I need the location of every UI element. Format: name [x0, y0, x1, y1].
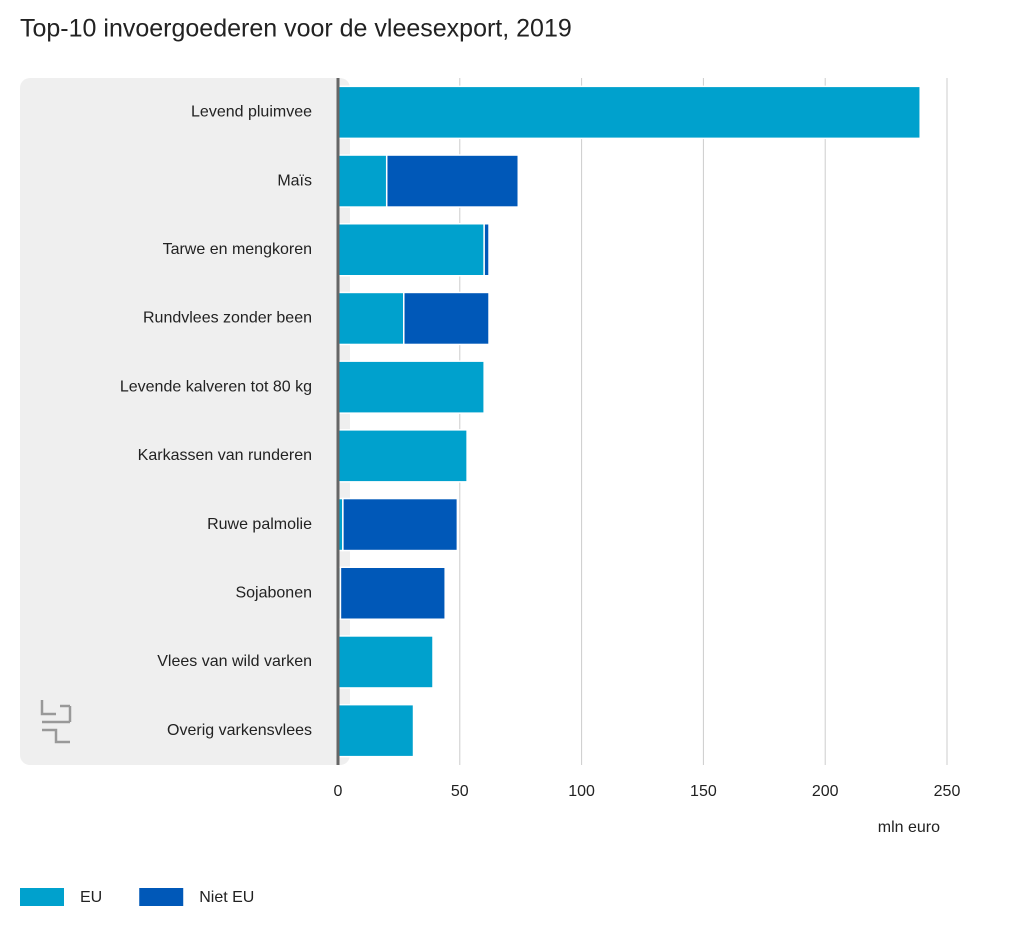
x-tick-label: 0	[334, 783, 343, 800]
cbs-logo	[40, 700, 72, 744]
bar-segment	[337, 635, 434, 689]
y-tick-label: Levend pluimvee	[191, 104, 312, 121]
y-tick-label: Levende kalveren tot 80 kg	[120, 378, 312, 395]
x-tick-label: 250	[934, 783, 961, 800]
bar-segment	[342, 497, 459, 552]
bar-segment	[337, 223, 485, 277]
x-tick-label: 150	[690, 783, 717, 800]
y-tick-label: Vlees van wild varken	[157, 653, 312, 670]
bar-segment	[339, 566, 446, 620]
label-panel	[20, 78, 350, 765]
legend-label: Niet EU	[199, 889, 254, 906]
chart-title: Top-10 invoergoederen voor de vleesexpor…	[20, 15, 572, 43]
x-axis-label: mln euro	[878, 819, 940, 836]
legend-swatch	[20, 888, 64, 906]
y-tick-label: Tarwe en mengkoren	[163, 241, 312, 258]
bar-segment	[337, 85, 921, 140]
bar-segment	[337, 360, 485, 414]
bar-segment	[483, 223, 490, 277]
legend-label: EU	[80, 889, 102, 906]
x-tick-label: 100	[568, 783, 595, 800]
y-tick-label: Maïs	[277, 172, 312, 189]
legend-swatch	[139, 888, 184, 906]
y-tick-label: Sojabonen	[235, 584, 312, 601]
y-tick-label: Overig varkensvlees	[167, 722, 312, 739]
x-tick-label: 200	[812, 783, 839, 800]
y-tick-label: Rundvlees zonder been	[143, 310, 312, 327]
y-tick-label: Karkassen van runderen	[138, 447, 312, 464]
bar-segment	[403, 291, 490, 346]
bar-segment	[337, 429, 468, 483]
bar-segment	[337, 291, 405, 346]
bar-segment	[385, 154, 520, 208]
x-tick-label: 50	[451, 783, 469, 800]
bar-segment	[337, 154, 388, 208]
bar-segment	[337, 703, 415, 758]
y-tick-label: Ruwe palmolie	[207, 516, 312, 533]
